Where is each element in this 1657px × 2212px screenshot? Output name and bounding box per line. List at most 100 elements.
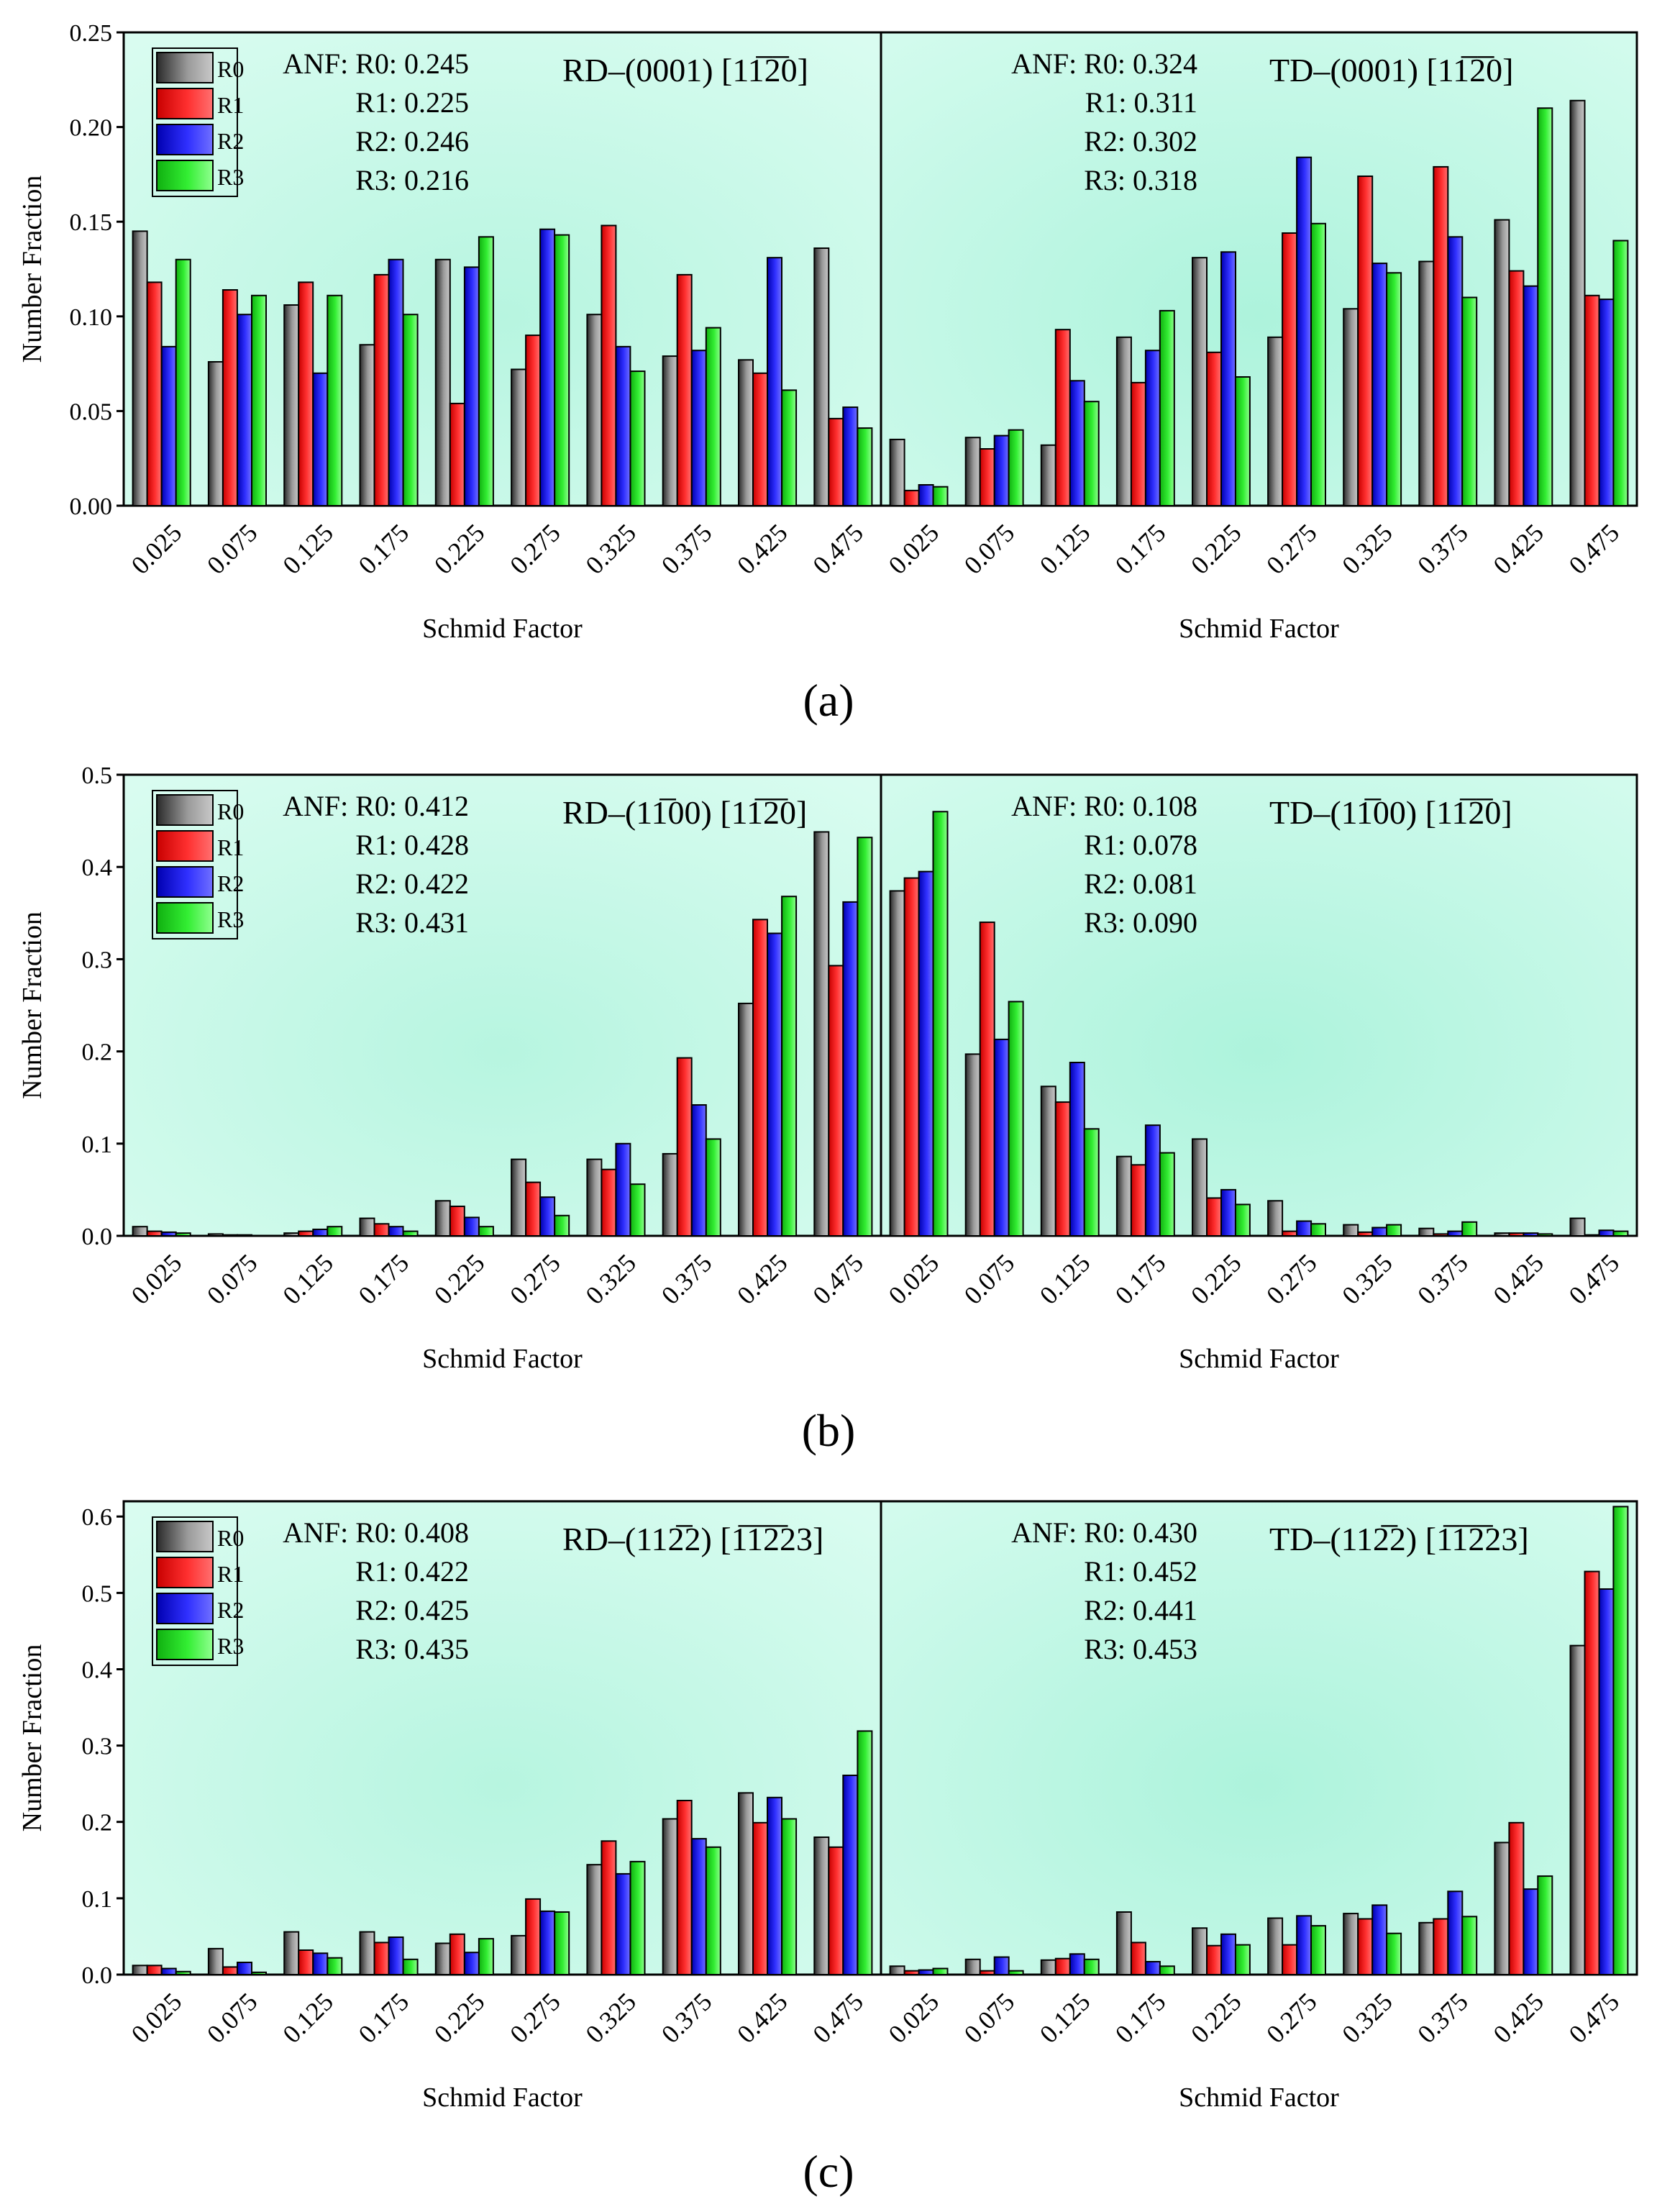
bar-r3-0.275: [1310, 1925, 1326, 1976]
bar-r1-0.175: [373, 1223, 390, 1237]
bar-r0-0.075: [964, 1958, 981, 1976]
bar-r2-0.425: [1523, 1888, 1539, 1976]
bar-r1-0.175: [373, 1942, 390, 1975]
x-tick-label: 0.175: [1110, 518, 1172, 580]
bar-r3-0.125: [1083, 1958, 1100, 1976]
bar-r0-0.325: [586, 1158, 603, 1237]
panel-caption: (c): [803, 2146, 854, 2197]
anf-line: R3: 0.453: [1084, 1633, 1197, 1665]
bar-r1-0.125: [1054, 1957, 1071, 1975]
bar-r2-0.475: [1598, 299, 1615, 506]
bar-r3-0.375: [705, 1138, 721, 1237]
bar-r1-0.475: [828, 1846, 844, 1976]
bar-r3-0.225: [478, 1938, 494, 1976]
x-tick-label: 0.375: [1412, 518, 1474, 580]
bar-r1-0.225: [449, 1933, 465, 1976]
bar-r2-0.325: [1371, 263, 1388, 506]
bar-r2-0.125: [312, 1952, 329, 1976]
bar-r0-0.175: [359, 1217, 375, 1237]
bar-r3-0.325: [629, 370, 646, 506]
bar-r0-0.475: [1569, 99, 1586, 507]
bar-r2-0.375: [690, 1104, 707, 1237]
bar-r1-0.275: [525, 1181, 542, 1237]
bar-r2-0.325: [1371, 1226, 1388, 1237]
bar-r1-0.325: [601, 1168, 617, 1237]
bar-r3-0.025: [932, 811, 949, 1237]
x-tick-label: 0.075: [959, 1987, 1021, 2049]
bar-r1-0.275: [525, 1898, 542, 1975]
bar-r2-0.475: [1598, 1229, 1615, 1237]
bar-r1-0.075: [979, 1970, 995, 1975]
bar-r1-0.125: [298, 1949, 314, 1975]
bar-r0-0.175: [1115, 336, 1132, 506]
anf-line: ANF: R0: 0.430: [1011, 1516, 1197, 1549]
bar-r2-0.075: [237, 314, 252, 506]
x-tick-label: 0.325: [580, 1987, 642, 2049]
anf-line: R3: 0.318: [1084, 164, 1197, 196]
bar-r2-0.225: [463, 1216, 480, 1237]
bar-r3-0.125: [1083, 401, 1100, 507]
anf-line: R2: 0.302: [1084, 125, 1197, 158]
anf-line: ANF: R0: 0.324: [1011, 47, 1197, 80]
bar-r0-0.225: [434, 1200, 451, 1237]
legend-box: [152, 790, 238, 939]
bar-r2-0.425: [767, 1796, 782, 1976]
bar-r0-0.125: [283, 1232, 300, 1237]
x-tick-label: 0.125: [1034, 1987, 1096, 2049]
bar-r1-0.225: [1206, 1197, 1222, 1237]
anf-line: R3: 0.216: [355, 164, 469, 196]
x-tick-label: 0.025: [883, 1987, 945, 2049]
x-tick-label: 0.025: [883, 518, 945, 580]
legend-label-r1: R1: [217, 1561, 244, 1587]
bar-r2-0.275: [1296, 156, 1313, 506]
bar-r2-0.125: [1069, 1062, 1085, 1237]
legend-swatch-r0: [156, 794, 214, 826]
bar-r0-0.375: [662, 1152, 678, 1237]
x-tick-label: 0.325: [580, 518, 642, 580]
x-tick-label: 0.325: [1336, 1248, 1398, 1310]
x-tick-label: 0.025: [126, 1248, 188, 1310]
bar-r2-0.025: [160, 1231, 177, 1237]
bar-r3-0.025: [175, 1970, 191, 1976]
y-tick-label: 0.3: [82, 1734, 113, 1760]
bar-r2-0.475: [1598, 1588, 1615, 1975]
bar-r1-0.225: [1206, 351, 1222, 506]
y-tick-label: 0.0: [82, 1962, 113, 1989]
bar-r0-0.475: [813, 247, 830, 506]
anf-line: ANF: R0: 0.108: [1011, 790, 1197, 822]
y-axis-title: Number Fraction: [17, 911, 47, 1099]
bar-r1-0.175: [373, 273, 390, 506]
x-tick-label: 0.425: [731, 1987, 793, 2049]
bar-r2-0.275: [1296, 1220, 1313, 1237]
y-tick-label: 0.2: [82, 1039, 113, 1066]
anf-line: R2: 0.441: [1084, 1594, 1197, 1626]
bar-r0-0.225: [434, 1942, 451, 1975]
slip-system-label: RD–(11̅00) [11̅2̅0]: [562, 794, 807, 831]
anf-line: R1: 0.311: [1085, 86, 1197, 119]
bar-r3-0.275: [554, 234, 570, 506]
x-axis-title: Schmid Factor: [1179, 2083, 1339, 2113]
bar-r3-0.425: [1537, 107, 1553, 507]
bar-r2-0.425: [767, 257, 782, 506]
legend-swatch-r1: [156, 88, 214, 119]
x-tick-label: 0.025: [126, 518, 188, 580]
bar-r3-0.425: [1537, 1233, 1553, 1237]
bar-r3-0.025: [932, 486, 949, 507]
x-tick-label: 0.225: [429, 1248, 490, 1310]
bar-r2-0.225: [463, 266, 480, 506]
bar-r0-0.275: [1267, 336, 1284, 506]
bar-r0-0.075: [964, 1053, 981, 1237]
bar-r1-0.325: [601, 224, 617, 506]
bar-r0-0.375: [662, 355, 678, 506]
bar-r0-0.475: [813, 831, 830, 1237]
bar-r3-0.425: [781, 896, 798, 1237]
bar-r3-0.075: [1008, 429, 1024, 507]
x-tick-label: 0.375: [1412, 1248, 1474, 1310]
bar-r3-0.275: [554, 1911, 570, 1975]
bar-r0-0.025: [889, 1965, 905, 1976]
bar-r2-0.175: [388, 1226, 404, 1237]
bar-r0-0.175: [359, 344, 375, 506]
x-tick-label: 0.425: [1487, 518, 1549, 580]
y-tick-label: 0.6: [82, 1504, 113, 1531]
x-tick-label: 0.075: [959, 518, 1021, 580]
